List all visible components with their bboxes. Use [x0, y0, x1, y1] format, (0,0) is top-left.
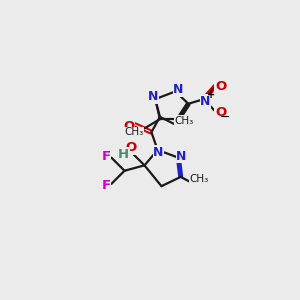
Text: F: F [101, 150, 111, 163]
Text: −: − [219, 111, 230, 124]
Text: CH₃: CH₃ [174, 116, 194, 126]
Text: N: N [173, 83, 184, 96]
Text: H: H [118, 148, 129, 161]
Text: CH₃: CH₃ [190, 174, 209, 184]
Text: +: + [207, 90, 215, 100]
Text: O: O [124, 120, 135, 133]
Text: N: N [200, 95, 211, 108]
Text: F: F [101, 179, 111, 192]
Text: CH₃: CH₃ [124, 127, 143, 137]
Text: O: O [125, 141, 136, 154]
Text: O: O [215, 80, 226, 92]
Text: N: N [153, 146, 164, 159]
Text: N: N [176, 150, 187, 163]
Text: O: O [215, 106, 226, 119]
Text: N: N [148, 90, 158, 103]
